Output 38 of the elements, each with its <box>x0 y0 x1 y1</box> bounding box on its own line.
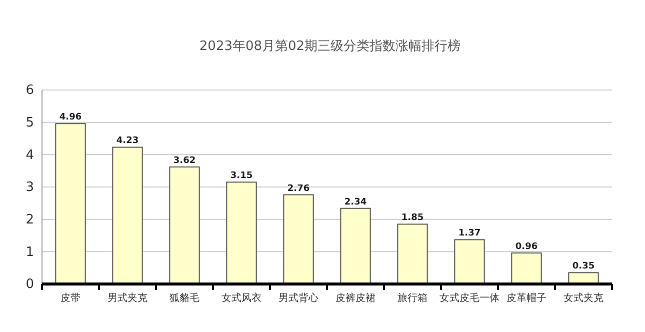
y-tick-label: 0 <box>26 277 34 292</box>
x-tick-label: 男式夹克 <box>108 292 148 304</box>
data-label: 3.15 <box>230 171 253 182</box>
x-tick-label: 皮裤皮裙 <box>336 292 376 304</box>
bar <box>454 239 485 284</box>
data-label: 4.96 <box>59 112 82 123</box>
x-tick-label: 狐貉毛 <box>170 292 200 304</box>
x-tick-label: 皮带 <box>60 292 80 304</box>
data-label: 0.96 <box>515 242 538 252</box>
bar <box>397 224 428 284</box>
bar <box>511 252 542 284</box>
chart-title: 2023年08月第02期三级分类指数涨幅排行榜 <box>199 39 461 54</box>
x-tick-label: 女式风衣 <box>222 292 262 304</box>
bar <box>283 194 314 284</box>
bar <box>55 123 86 284</box>
bar <box>226 182 257 284</box>
data-label: 1.37 <box>458 228 481 239</box>
bar <box>112 146 143 284</box>
data-label: 4.23 <box>116 136 139 146</box>
x-tick-label: 旅行箱 <box>398 292 428 304</box>
x-tick-label: 女式夹克 <box>564 292 604 304</box>
data-label: 3.62 <box>173 156 196 166</box>
x-tick-label: 皮革帽子 <box>506 292 546 304</box>
y-tick-label: 5 <box>26 115 34 130</box>
data-label: 2.76 <box>287 184 310 194</box>
data-label: 1.85 <box>401 213 424 224</box>
x-tick-label: 男式背心 <box>278 292 318 304</box>
bar <box>340 208 371 284</box>
y-tick-label: 3 <box>26 180 34 196</box>
bar <box>568 272 599 284</box>
y-tick-label: 4 <box>26 148 34 163</box>
data-label: 0.35 <box>572 262 595 272</box>
y-tick-label: 6 <box>26 83 34 98</box>
y-tick-label: 1 <box>26 244 34 260</box>
bar <box>169 166 200 284</box>
y-tick-label: 2 <box>26 212 34 228</box>
x-tick-label: 女式皮毛一体 <box>440 292 500 304</box>
data-label: 2.34 <box>344 197 367 208</box>
